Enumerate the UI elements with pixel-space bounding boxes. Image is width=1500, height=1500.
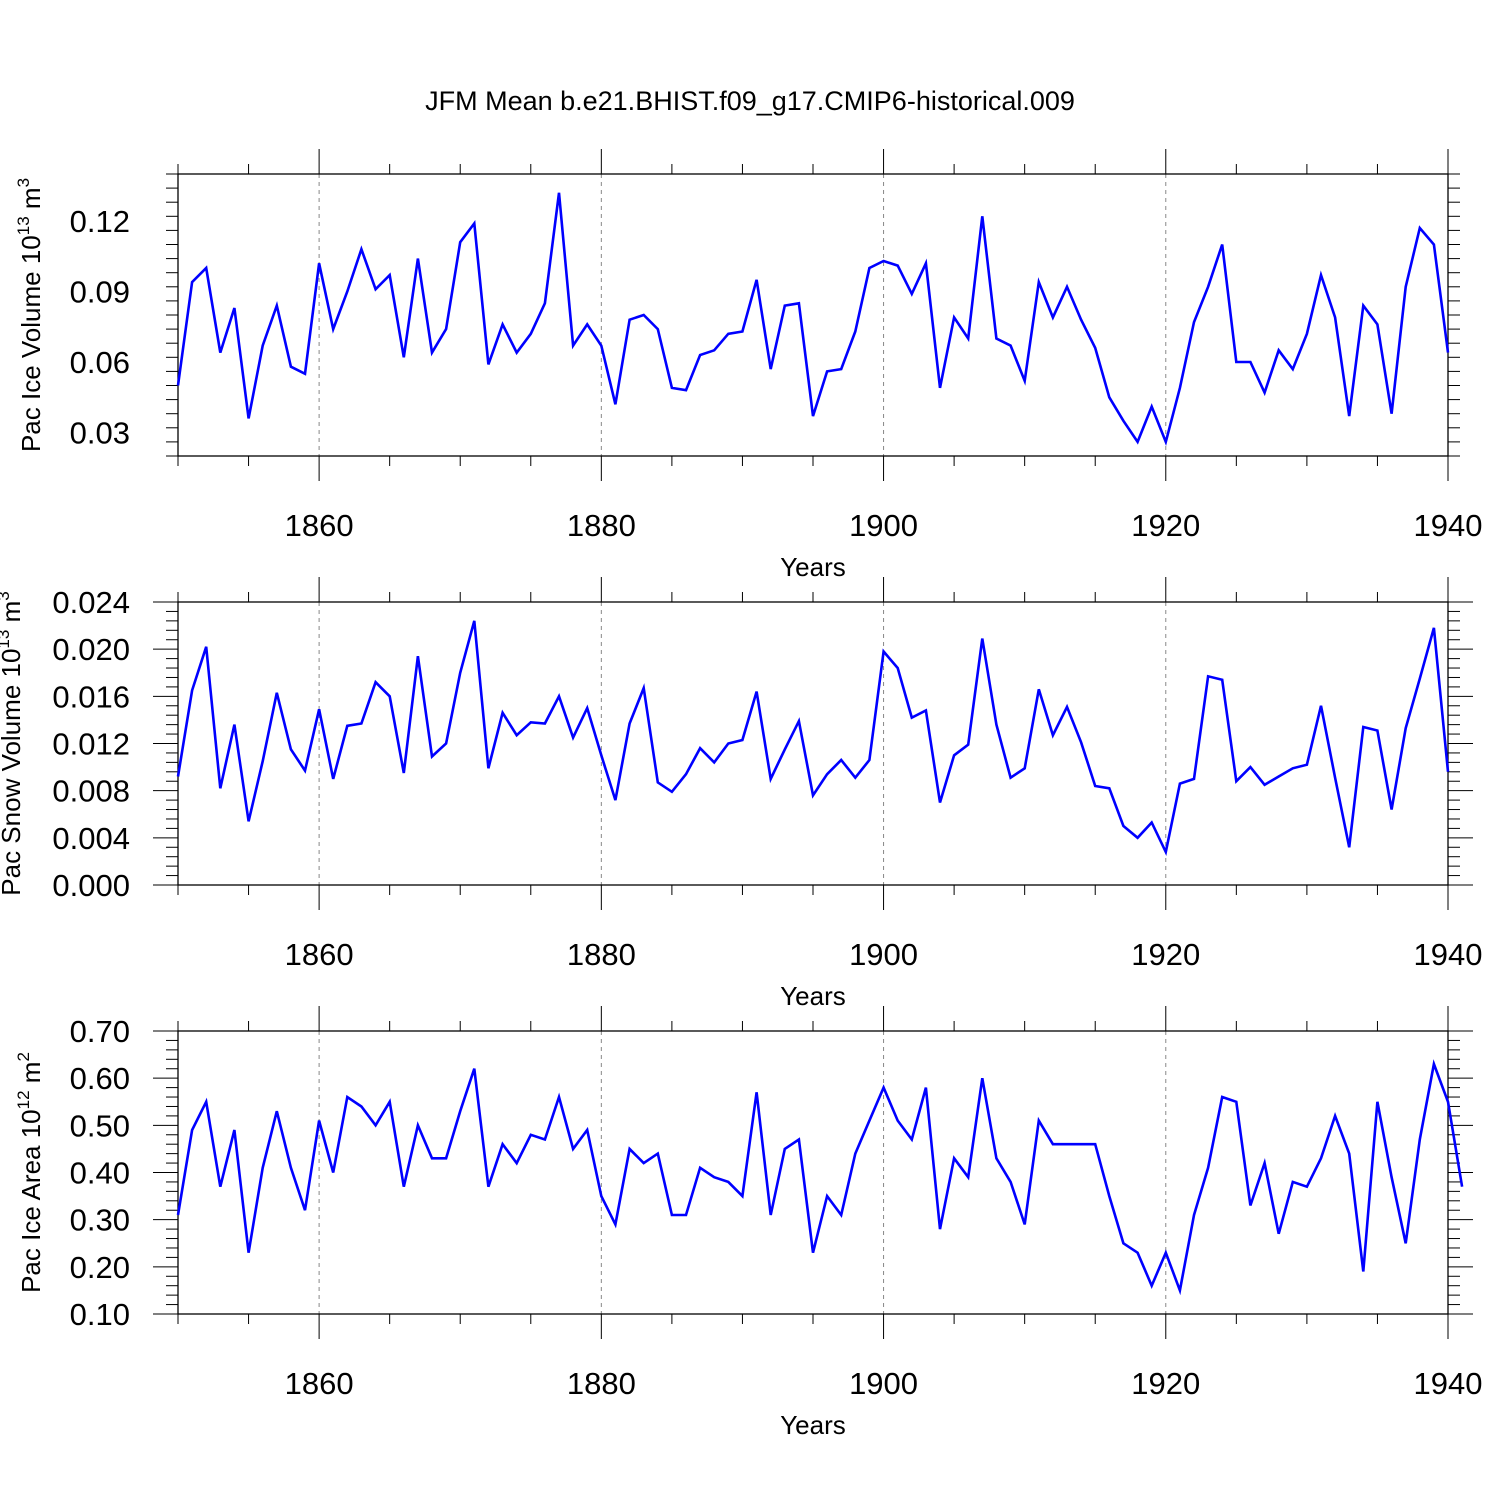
y-axis-label-unit-exp: 2 — [14, 1052, 33, 1061]
series-line-pac-ice-volume — [176, 192, 1450, 447]
x-axis-label: Years — [780, 1410, 846, 1440]
x-tick-label: 1860 — [285, 937, 354, 972]
x-tick-label: 1920 — [1131, 508, 1200, 543]
y-axis-label-exp: 13 — [0, 630, 13, 649]
panel-1: 1860 1880 1900 1920 1940 Years 0.03 0.06 0.09 0.1… — [14, 149, 1482, 582]
y-tick-label: 0.020 — [52, 632, 130, 667]
y-tick-label: 0.70 — [70, 1014, 130, 1049]
y-tick-label: 0.50 — [70, 1108, 130, 1143]
y-axis-label-main: Pac Ice Volume 10 — [16, 235, 46, 452]
y-tick-label: 0.016 — [52, 679, 130, 714]
y-tick-label: 0.20 — [70, 1250, 130, 1285]
y-axis-label-exp: 13 — [14, 216, 33, 235]
y-tick-label: 0.06 — [70, 345, 130, 380]
y-tick-label: 0.30 — [70, 1203, 130, 1238]
y-axis-label: Pac Ice Area 1012 m2 — [14, 1052, 46, 1293]
x-tick-label: 1940 — [1414, 937, 1483, 972]
y-tick-label: 0.008 — [52, 774, 130, 809]
x-tick-label: 1880 — [567, 1366, 636, 1401]
y-axis-label-unit: m — [16, 187, 46, 216]
x-tick-label: 1940 — [1414, 508, 1483, 543]
x-tick-label: 1860 — [285, 508, 354, 543]
x-axis-label: Years — [780, 552, 846, 582]
y-tick-label: 0.12 — [70, 204, 130, 239]
y-axis-label-unit-exp: 3 — [14, 178, 33, 187]
y-tick-label: 0.10 — [70, 1297, 130, 1332]
x-tick-label: 1900 — [849, 1366, 918, 1401]
y-tick-label: 0.03 — [70, 416, 130, 451]
chart-title: JFM Mean b.e21.BHIST.f09_g17.CMIP6-histo… — [425, 86, 1075, 116]
series-line-pac-ice-area — [176, 1059, 1464, 1296]
x-tick-label: 1860 — [285, 1366, 354, 1401]
y-axis-label-main: Pac Ice Area 10 — [16, 1109, 46, 1293]
series-line-pac-snow-volume — [176, 620, 1450, 857]
plot-frame — [177, 601, 1449, 886]
y-tick-label: 0.40 — [70, 1156, 130, 1191]
x-tick-label: 1880 — [567, 937, 636, 972]
x-tick-label: 1900 — [849, 937, 918, 972]
y-axis-label-main: Pac Snow Volume 10 — [0, 649, 26, 896]
y-tick-label: 0.09 — [70, 275, 130, 310]
panel-3: 1860 1880 1900 1920 1940 Years 0.10 0.20 0.30 0.4… — [14, 1006, 1482, 1440]
x-tick-label: 1920 — [1131, 937, 1200, 972]
y-axis-label-exp: 12 — [14, 1090, 33, 1109]
x-tick-label: 1940 — [1414, 1366, 1483, 1401]
y-axis-label-unit: m — [16, 1062, 46, 1091]
x-tick-label: 1920 — [1131, 1366, 1200, 1401]
y-tick-label: 0.60 — [70, 1061, 130, 1096]
y-tick-label: 0.012 — [52, 727, 130, 762]
x-tick-label: 1880 — [567, 508, 636, 543]
x-tick-label: 1900 — [849, 508, 918, 543]
y-tick-label: 0.004 — [52, 821, 130, 856]
y-tick-label: 0.024 — [52, 585, 130, 620]
y-axis-label-unit-exp: 3 — [0, 591, 13, 600]
plot-frame — [177, 1030, 1449, 1315]
panel-2: 1860 1880 1900 1920 1940 Years 0.000 0.004 0.008… — [0, 577, 1482, 1011]
y-axis-label: Pac Snow Volume 1013 m3 — [0, 591, 26, 895]
y-axis-label-unit: m — [0, 601, 26, 630]
y-tick-label: 0.000 — [52, 868, 130, 903]
x-axis-label: Years — [780, 981, 846, 1011]
y-axis-label: Pac Ice Volume 1013 m3 — [14, 178, 46, 452]
